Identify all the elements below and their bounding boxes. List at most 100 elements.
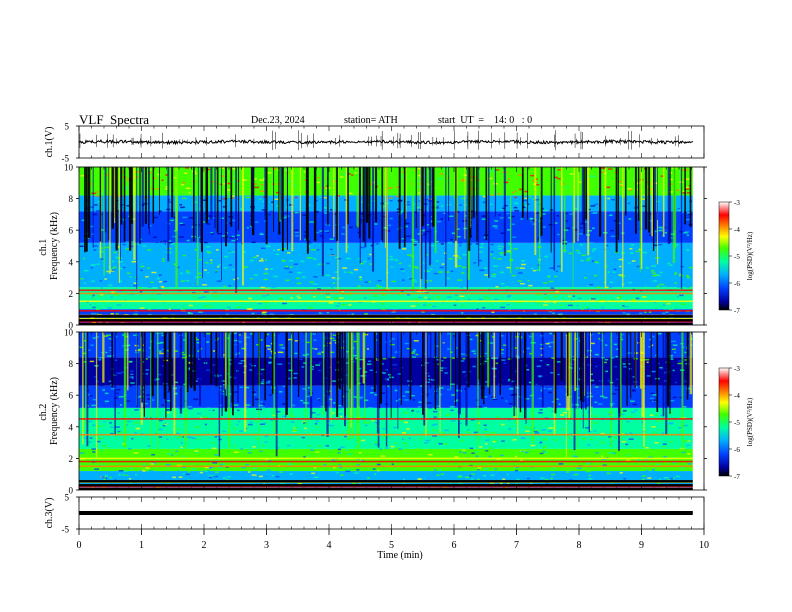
spectrogram-speckle xyxy=(269,313,275,316)
spectrogram-speckle xyxy=(669,264,673,266)
spectrogram-speckle xyxy=(134,473,138,476)
spectrogram-speckle xyxy=(195,194,199,197)
spectrogram-speckle xyxy=(92,463,96,466)
spectrogram-speckle xyxy=(274,277,277,279)
spectrogram-speckle xyxy=(400,268,404,271)
spectrogram-speckle xyxy=(312,258,317,260)
spectrogram-speckle xyxy=(207,367,210,369)
spectrogram-speckle xyxy=(356,464,360,466)
ch2-colorbar-tick-label: -4 xyxy=(734,392,740,400)
spectrogram-speckle xyxy=(596,286,601,289)
spectrogram-speckle xyxy=(103,420,106,423)
spectrogram-speckle xyxy=(366,363,372,365)
spectrogram-speckle xyxy=(339,291,343,293)
spectrogram-speckle xyxy=(661,302,664,304)
spectrogram-speckle xyxy=(590,406,593,409)
spectrogram-speckle xyxy=(586,444,591,446)
spectrogram-speckle xyxy=(449,406,455,408)
spectrogram-speckle xyxy=(253,227,258,230)
spectrogram-speckle xyxy=(669,178,673,181)
spectrogram-speckle xyxy=(510,258,514,261)
spectrogram-speckle xyxy=(222,206,226,208)
spectrogram-sferic xyxy=(377,332,380,448)
spectrogram-speckle xyxy=(98,359,102,361)
ch2-colorbar-tick-label: -5 xyxy=(734,419,740,427)
spectrogram-sferic xyxy=(225,332,228,397)
spectrogram-speckle xyxy=(204,305,210,308)
spectrogram-speckle xyxy=(350,272,354,274)
spectrogram-speckle xyxy=(345,411,349,413)
spectrogram-speckle xyxy=(415,410,420,413)
spectrogram-speckle xyxy=(126,272,131,275)
spectrogram-speckle xyxy=(573,473,579,476)
spectrogram-speckle xyxy=(557,313,563,315)
spectrogram-sferic xyxy=(275,332,278,457)
spectrogram-speckle xyxy=(194,248,197,251)
spectrogram-speckle xyxy=(678,360,682,362)
spectrogram-speckle xyxy=(612,452,617,454)
spectrogram-speckle xyxy=(556,303,559,306)
spectrogram-speckle xyxy=(227,251,232,254)
spectrogram-sferic xyxy=(432,167,435,227)
spectrogram-speckle xyxy=(402,395,406,397)
spectrogram-speckle xyxy=(671,348,677,351)
spectrogram-speckle xyxy=(441,187,447,190)
spectrogram-speckle xyxy=(187,407,193,410)
spectrogram-sferic xyxy=(356,167,359,228)
spectrogram-speckle xyxy=(92,306,96,309)
spectrogram-speckle xyxy=(357,181,361,183)
spectrogram-speckle xyxy=(287,180,291,183)
spectrogram-speckle xyxy=(304,427,307,430)
spectrogram-speckle xyxy=(587,284,591,287)
spectrogram-speckle xyxy=(677,208,680,210)
spectrogram-speckle xyxy=(503,344,507,346)
spectrogram-speckle xyxy=(261,254,264,257)
spectrogram-speckle xyxy=(565,212,568,215)
spectrogram-speckle xyxy=(460,180,465,182)
spectrogram-speckle xyxy=(110,388,116,390)
spectrogram-speckle xyxy=(563,415,567,418)
spectrogram-speckle xyxy=(226,479,229,481)
spectrogram-speckle xyxy=(166,438,169,440)
spectrogram-speckle xyxy=(314,423,318,425)
spectrogram-speckle xyxy=(302,421,306,423)
spectrogram-speckle xyxy=(146,445,152,447)
spectrogram-speckle xyxy=(253,178,257,180)
spectrogram-speckle xyxy=(402,248,407,250)
spectrogram-speckle xyxy=(381,303,385,305)
spectrogram-speckle xyxy=(396,211,400,213)
spectrogram-speckle xyxy=(158,373,162,376)
spectrogram-speckle xyxy=(450,351,453,353)
spectrogram-speckle xyxy=(289,266,293,268)
spectrogram-speckle xyxy=(593,274,598,277)
spectrogram-speckle xyxy=(284,448,288,450)
spectrogram-sferic xyxy=(198,332,202,406)
spectrogram-speckle xyxy=(594,463,600,466)
spectrogram-speckle xyxy=(514,368,520,371)
spectrogram-speckle xyxy=(301,366,305,368)
spectrogram-speckle xyxy=(256,255,259,257)
spectrogram-speckle xyxy=(180,442,183,444)
spectrogram-speckle xyxy=(377,279,382,282)
spectrogram-speckle xyxy=(104,400,109,403)
spectrogram-speckle xyxy=(485,430,488,433)
spectrogram-speckle xyxy=(351,313,355,315)
spectrogram-speckle xyxy=(457,279,463,281)
spectrogram-speckle xyxy=(99,270,103,272)
spectrogram-speckle xyxy=(547,430,552,432)
spectrogram-speckle xyxy=(265,458,269,461)
spectrogram-speckle xyxy=(501,423,505,426)
spectrogram-speckle xyxy=(86,449,89,452)
spectrogram-speckle xyxy=(653,464,658,466)
spectrogram-sferic xyxy=(643,332,645,447)
spectrogram-speckle xyxy=(575,403,579,405)
spectrogram-speckle xyxy=(586,229,592,232)
spectrogram-speckle xyxy=(317,445,322,447)
spectrogram-speckle xyxy=(302,453,305,455)
spectrogram-sferic xyxy=(674,167,677,249)
spectrogram-speckle xyxy=(390,243,395,245)
spectrogram-speckle xyxy=(391,338,396,340)
spectrogram-speckle xyxy=(517,214,522,216)
spectrogram-speckle xyxy=(539,442,542,445)
spectrogram-speckle xyxy=(438,469,441,471)
